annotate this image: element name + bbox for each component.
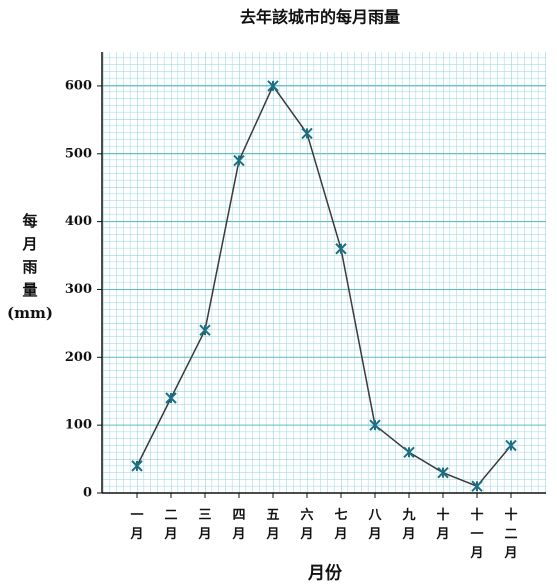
- chart-title: 去年該城市的每月雨量: [240, 8, 400, 27]
- x-tick-label: 九月: [401, 508, 415, 542]
- line: [136, 84, 512, 488]
- x-axis-label: 月份: [307, 563, 343, 584]
- y-tick-label: 100: [65, 418, 92, 433]
- marker: [131, 460, 143, 472]
- y-tick-label: 600: [65, 78, 92, 93]
- plot-grid: [102, 52, 546, 493]
- x-tick-label: 八月: [367, 508, 382, 542]
- marker: [471, 480, 483, 492]
- marker: [505, 439, 517, 452]
- y-axis-label: 每月雨量(mm): [7, 212, 53, 322]
- y-tick-label: 500: [65, 146, 92, 161]
- marker: [199, 324, 211, 336]
- y-tick-label: 400: [65, 214, 92, 229]
- marker: [335, 243, 347, 255]
- marker: [437, 466, 449, 479]
- marker: [301, 127, 313, 140]
- marker: [165, 392, 177, 404]
- x-tick-label: 四月: [231, 508, 245, 542]
- marker: [233, 154, 245, 167]
- x-tick-label: 一月: [129, 508, 143, 542]
- x-tick-label: 七月: [333, 508, 347, 542]
- marker: [403, 446, 415, 458]
- y-tick-label: 300: [65, 282, 92, 297]
- x-tick-label: 二月: [163, 508, 177, 542]
- marker: [267, 80, 279, 92]
- x-tick-label: 五月: [265, 508, 279, 542]
- x-tick-label: 三月: [197, 508, 211, 542]
- x-tick-label: 六月: [299, 507, 313, 542]
- y-tick-label: 0: [83, 486, 92, 501]
- marker: [369, 419, 381, 431]
- x-tick-label: 十二月: [503, 507, 517, 561]
- x-tick-label: 十月: [435, 507, 449, 542]
- y-tick-label: 200: [65, 350, 92, 365]
- x-tick-label: 十一月: [469, 507, 483, 561]
